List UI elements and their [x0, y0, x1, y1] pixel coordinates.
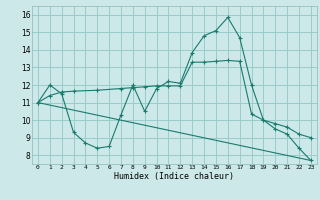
X-axis label: Humidex (Indice chaleur): Humidex (Indice chaleur) — [115, 172, 234, 181]
